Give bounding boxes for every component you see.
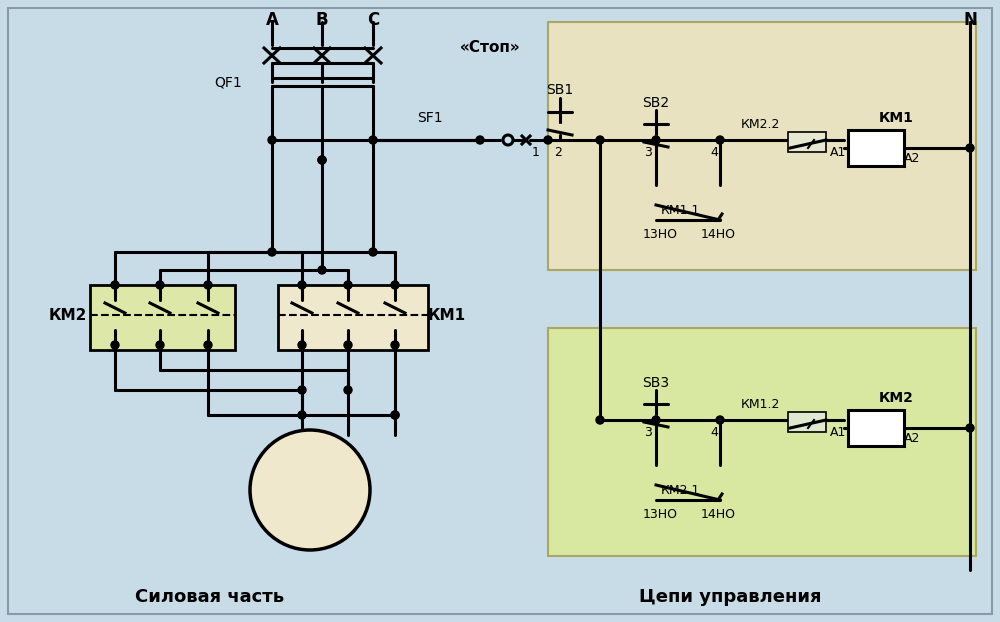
Text: C: C — [367, 11, 379, 29]
Circle shape — [344, 281, 352, 289]
Circle shape — [544, 136, 552, 144]
Text: 4: 4 — [710, 425, 718, 439]
Circle shape — [716, 136, 724, 144]
Text: 3: 3 — [644, 146, 652, 159]
Text: 2: 2 — [554, 146, 562, 159]
Circle shape — [596, 136, 604, 144]
Circle shape — [596, 416, 604, 424]
Circle shape — [111, 341, 119, 349]
Text: 14НО: 14НО — [700, 228, 736, 241]
Circle shape — [204, 281, 212, 289]
Text: A2: A2 — [904, 152, 920, 164]
Circle shape — [298, 411, 306, 419]
Circle shape — [318, 156, 326, 164]
Circle shape — [716, 416, 724, 424]
Circle shape — [344, 386, 352, 394]
Text: КМ1.2: КМ1.2 — [740, 399, 780, 412]
Text: 3: 3 — [644, 425, 652, 439]
Text: Цепи управления: Цепи управления — [639, 588, 821, 606]
Text: SB2: SB2 — [642, 96, 670, 110]
Text: КМ2.2: КМ2.2 — [740, 119, 780, 131]
Text: B: B — [316, 11, 328, 29]
Circle shape — [156, 341, 164, 349]
Circle shape — [652, 416, 660, 424]
Circle shape — [250, 430, 370, 550]
Circle shape — [298, 341, 306, 349]
Circle shape — [318, 266, 326, 274]
Text: КМ1: КМ1 — [428, 307, 466, 322]
Circle shape — [966, 144, 974, 152]
Text: 1: 1 — [532, 146, 540, 159]
Bar — [788, 412, 826, 432]
Text: КМ1: КМ1 — [879, 111, 913, 125]
Text: 13НО: 13НО — [642, 509, 678, 521]
Circle shape — [204, 341, 212, 349]
Circle shape — [652, 136, 660, 144]
Bar — [848, 410, 904, 446]
Circle shape — [298, 386, 306, 394]
Circle shape — [391, 411, 399, 419]
Text: N: N — [963, 11, 977, 29]
Circle shape — [111, 281, 119, 289]
Text: SB1: SB1 — [546, 83, 574, 97]
Bar — [788, 132, 826, 152]
Circle shape — [156, 281, 164, 289]
Bar — [848, 130, 904, 166]
Bar — [548, 328, 976, 556]
Circle shape — [298, 281, 306, 289]
Text: КМ2: КМ2 — [49, 307, 87, 322]
Text: Силовая часть: Силовая часть — [135, 588, 285, 606]
Circle shape — [476, 136, 484, 144]
Text: 13НО: 13НО — [642, 228, 678, 241]
Text: A1: A1 — [830, 146, 846, 159]
Bar — [548, 22, 976, 270]
Text: A2: A2 — [904, 432, 920, 445]
Text: SF1: SF1 — [417, 111, 443, 125]
Circle shape — [391, 281, 399, 289]
Text: A1: A1 — [830, 425, 846, 439]
Text: A: A — [266, 11, 278, 29]
Circle shape — [268, 136, 276, 144]
Bar — [90, 285, 235, 350]
Text: М: М — [298, 478, 322, 502]
Circle shape — [503, 135, 513, 145]
Circle shape — [391, 341, 399, 349]
Text: 4: 4 — [710, 146, 718, 159]
Circle shape — [369, 248, 377, 256]
Circle shape — [268, 248, 276, 256]
Circle shape — [344, 341, 352, 349]
Text: QF1: QF1 — [214, 75, 242, 89]
Text: КМ1.1: КМ1.1 — [660, 203, 700, 216]
Text: «Стоп»: «Стоп» — [460, 40, 520, 55]
Circle shape — [318, 156, 326, 164]
Circle shape — [966, 424, 974, 432]
Circle shape — [369, 136, 377, 144]
Circle shape — [391, 411, 399, 419]
Bar — [278, 285, 428, 350]
Text: 14НО: 14НО — [700, 509, 736, 521]
Text: КМ2.1: КМ2.1 — [660, 483, 700, 496]
Text: КМ2: КМ2 — [879, 391, 913, 405]
Text: SB3: SB3 — [642, 376, 670, 390]
